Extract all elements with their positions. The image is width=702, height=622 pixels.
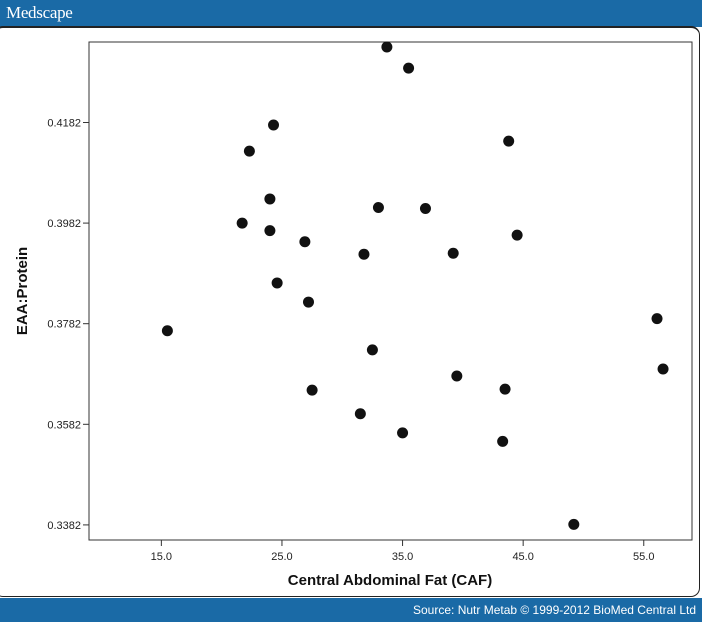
data-point xyxy=(236,217,248,229)
data-point xyxy=(271,277,283,289)
data-point xyxy=(657,363,669,375)
data-point xyxy=(302,296,314,308)
data-point xyxy=(243,145,255,157)
data-point xyxy=(358,248,370,260)
x-tick-label: 35.0 xyxy=(392,551,413,563)
data-point xyxy=(264,193,276,205)
data-point xyxy=(451,370,463,382)
x-tick-label: 15.0 xyxy=(151,551,172,563)
data-point xyxy=(497,435,509,447)
data-point xyxy=(499,383,511,395)
y-tick-label: 0.3582 xyxy=(47,419,81,431)
data-point xyxy=(503,135,515,147)
data-point xyxy=(397,427,409,439)
data-point xyxy=(419,203,431,215)
data-point xyxy=(447,247,459,259)
y-axis-ticks: 0.3382 0.3582 0.3782 0.3982 0.4182 xyxy=(47,117,89,532)
data-point xyxy=(372,201,384,213)
plot-area xyxy=(88,41,693,541)
data-point xyxy=(403,62,415,74)
x-tick-label: 25.0 xyxy=(271,551,292,563)
data-points xyxy=(161,41,669,530)
data-point xyxy=(161,325,173,337)
data-point xyxy=(264,225,276,237)
y-tick-label: 0.3382 xyxy=(47,520,81,532)
chart-frame xyxy=(0,26,700,597)
x-axis-title: Central Abdominal Fat (CAF) xyxy=(288,572,492,589)
data-point xyxy=(306,384,318,396)
top-banner: Medscape xyxy=(0,0,702,27)
y-tick-label: 0.4182 xyxy=(47,117,81,129)
data-point xyxy=(299,236,311,248)
x-axis-ticks: 15.0 25.0 35.0 45.0 55.0 xyxy=(151,540,654,563)
data-point xyxy=(568,518,580,530)
x-tick-label: 45.0 xyxy=(512,551,533,563)
data-point xyxy=(381,41,393,53)
x-tick-label: 55.0 xyxy=(633,551,654,563)
bottom-banner: Source: Nutr Metab © 1999-2012 BioMed Ce… xyxy=(0,598,702,622)
data-point xyxy=(268,119,280,131)
data-point xyxy=(651,313,663,325)
y-tick-label: 0.3982 xyxy=(47,218,81,230)
data-point xyxy=(354,408,366,420)
data-point xyxy=(511,229,523,241)
y-axis-title: EAA:Protein xyxy=(14,247,31,335)
y-tick-label: 0.3782 xyxy=(47,319,81,331)
medscape-logo: Medscape xyxy=(6,3,73,22)
data-point xyxy=(366,344,378,356)
source-credit: Source: Nutr Metab © 1999-2012 BioMed Ce… xyxy=(413,603,696,617)
